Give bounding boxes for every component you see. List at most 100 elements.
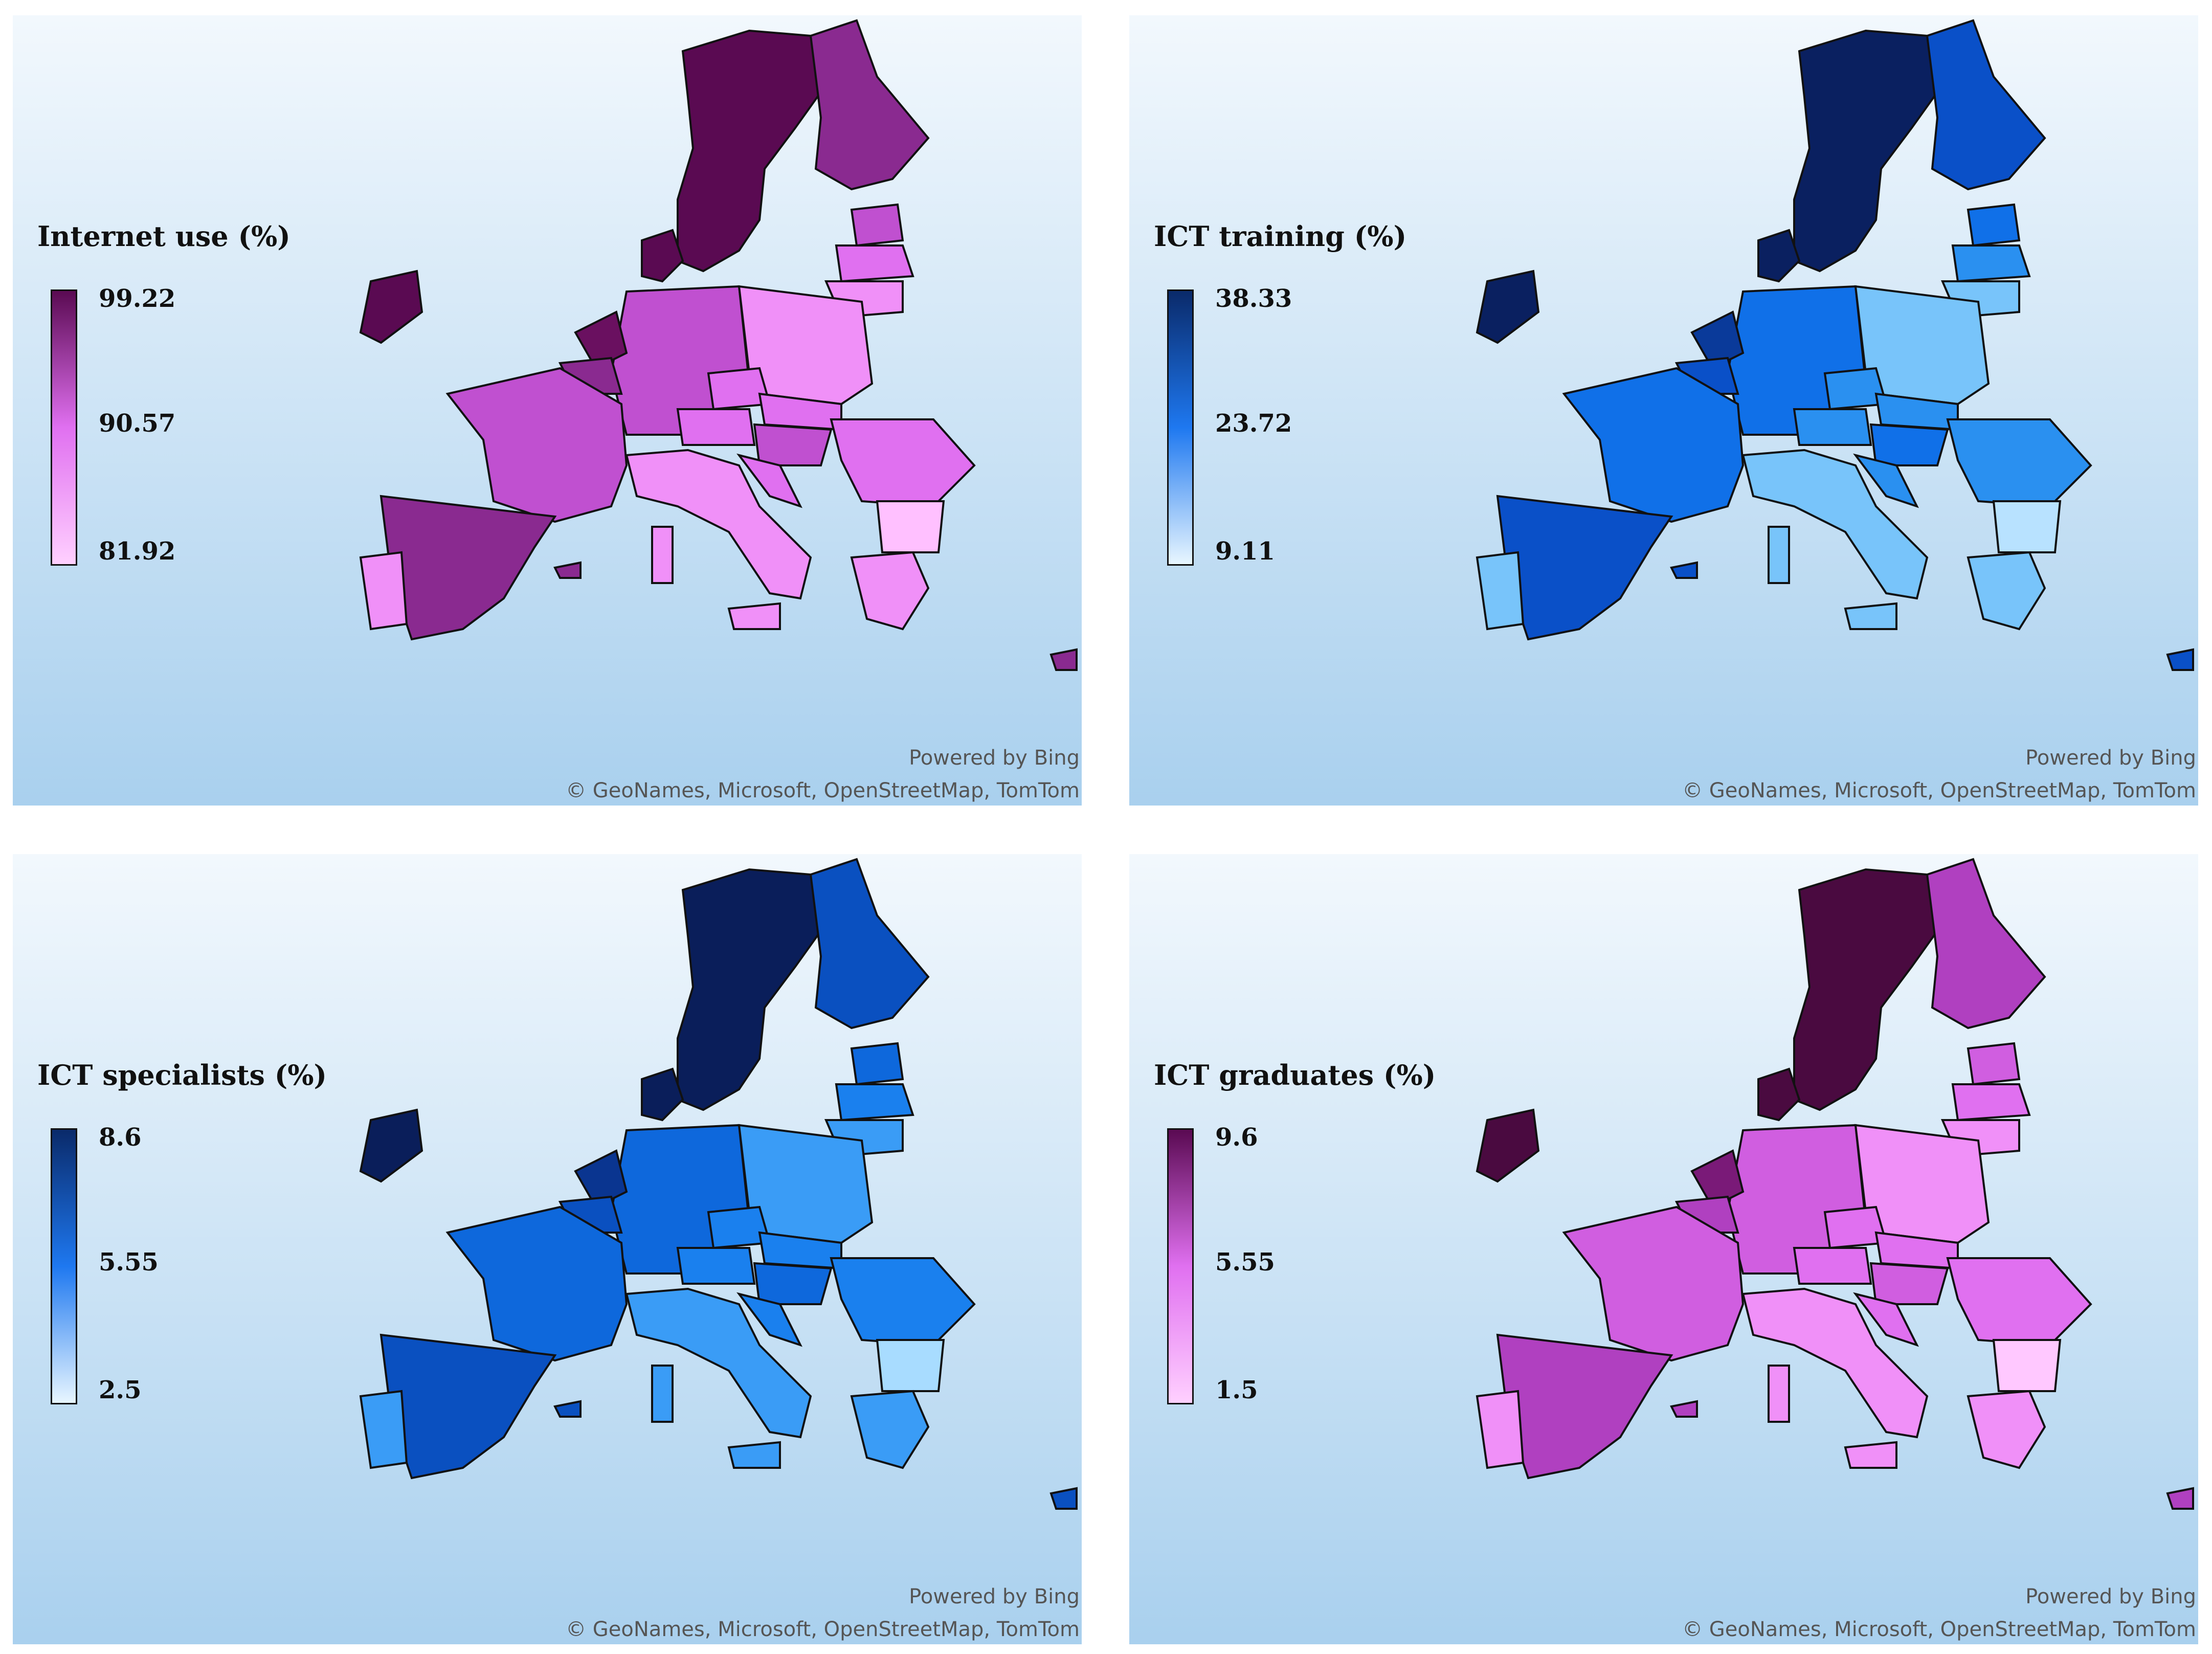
powered-by-text: Powered by Bing [2025, 746, 2196, 770]
legend-title: ICT graduates (%) [1154, 1059, 1436, 1091]
country-region [727, 1441, 781, 1469]
country-region [359, 551, 408, 631]
country-region [676, 1247, 756, 1285]
country-region [1690, 1149, 1745, 1209]
country-region [876, 500, 945, 553]
country-region [553, 561, 582, 579]
country-region [1793, 1247, 1872, 1285]
country-region [1741, 449, 1929, 600]
country-region [850, 203, 904, 247]
legend-color-bar [1167, 1128, 1194, 1404]
country-region [1992, 500, 2062, 553]
choropleth-map [1129, 854, 2198, 1644]
powered-by-text: Powered by Bing [2025, 1585, 2196, 1608]
map-panel-ict-graduates: ICT graduates (%) 9.6 5.55 1.5 Powered by Bi… [1129, 854, 2198, 1644]
country-region [641, 1067, 684, 1122]
legend-color-bar [1167, 289, 1194, 566]
country-region [574, 1149, 628, 1209]
country-region [1690, 310, 1745, 370]
country-region [1967, 1390, 2046, 1469]
country-region [445, 367, 628, 523]
country-region [850, 1390, 930, 1469]
country-region [850, 1042, 904, 1086]
country-region [753, 423, 833, 466]
country-region [850, 551, 930, 631]
country-region [1951, 1083, 2031, 1122]
country-region [1476, 551, 1525, 631]
powered-by-text: Powered by Bing [909, 1585, 1080, 1608]
country-region [2166, 648, 2194, 671]
country-region [445, 1205, 628, 1362]
map-panel-ict-specialists: ICT specialists (%) 8.6 5.55 2.5 Powered by … [13, 854, 1082, 1644]
country-region [1476, 270, 1540, 344]
legend-min-value: 1.5 [1215, 1376, 1258, 1404]
country-region [1992, 1339, 2062, 1392]
legend-mid-value: 5.55 [99, 1248, 159, 1277]
country-region [736, 453, 802, 508]
country-region [1869, 423, 1949, 466]
legend-max-value: 9.6 [1215, 1123, 1258, 1152]
legend-title: ICT training (%) [1154, 220, 1407, 253]
legend-min-value: 81.92 [99, 537, 176, 566]
country-region [651, 526, 674, 584]
copyright-text: © GeoNames, Microsoft, OpenStreetMap, To… [1682, 779, 2196, 802]
country-region [1049, 648, 1078, 671]
country-region [1670, 561, 1698, 579]
choropleth-map [1129, 15, 2198, 806]
country-region [835, 1083, 914, 1122]
powered-by-text: Powered by Bing [909, 746, 1080, 770]
country-region [1562, 1205, 1745, 1362]
map-panel-internet-use: Internet use (%) 99.22 90.57 81.92 Powered b… [13, 15, 1082, 806]
country-region [1476, 1390, 1525, 1469]
country-region [753, 1262, 833, 1305]
country-region [651, 1365, 674, 1423]
country-region [727, 602, 781, 630]
legend-min-value: 9.11 [1215, 537, 1275, 566]
choropleth-map [13, 854, 1082, 1644]
copyright-text: © GeoNames, Microsoft, OpenStreetMap, To… [566, 779, 1080, 802]
legend-mid-value: 90.57 [99, 409, 176, 438]
legend-max-value: 8.6 [99, 1123, 142, 1152]
country-region [676, 408, 756, 446]
country-region [359, 1108, 423, 1183]
country-region [1757, 229, 1801, 283]
country-region [641, 229, 684, 283]
country-region [835, 244, 914, 283]
legend-title: ICT specialists (%) [37, 1059, 327, 1091]
legend-mid-value: 5.55 [1215, 1248, 1275, 1277]
country-region [1757, 1067, 1801, 1122]
country-region [1951, 244, 2031, 283]
country-region [1853, 1292, 1919, 1347]
country-region [1476, 1108, 1540, 1183]
country-region [1768, 1365, 1790, 1423]
country-region [2166, 1487, 2194, 1510]
choropleth-map [13, 15, 1082, 806]
country-region [1926, 858, 2046, 1030]
country-region [876, 1339, 945, 1392]
country-region [1741, 1287, 1929, 1439]
legend-max-value: 38.33 [1215, 284, 1292, 313]
legend-color-bar [51, 1128, 77, 1404]
legend-mid-value: 23.72 [1215, 409, 1292, 438]
legend-color-bar [51, 289, 77, 566]
country-region [809, 19, 930, 191]
country-region [1562, 367, 1745, 523]
country-region [1967, 203, 2021, 247]
legend-title: Internet use (%) [37, 220, 291, 253]
country-region [809, 858, 930, 1030]
country-region [1768, 526, 1790, 584]
country-region [1926, 19, 2046, 191]
copyright-text: © GeoNames, Microsoft, OpenStreetMap, To… [566, 1618, 1080, 1641]
country-region [736, 1292, 802, 1347]
country-region [1967, 551, 2046, 631]
copyright-text: © GeoNames, Microsoft, OpenStreetMap, To… [1682, 1618, 2196, 1641]
country-region [1670, 1400, 1698, 1418]
map-panel-ict-training: ICT training (%) 38.33 23.72 9.11 Powered by… [1129, 15, 2198, 806]
country-region [359, 270, 423, 344]
country-region [1844, 1441, 1897, 1469]
country-region [1967, 1042, 2021, 1086]
country-region [1844, 602, 1897, 630]
country-region [359, 1390, 408, 1469]
country-region [1793, 408, 1872, 446]
country-region [625, 449, 812, 600]
